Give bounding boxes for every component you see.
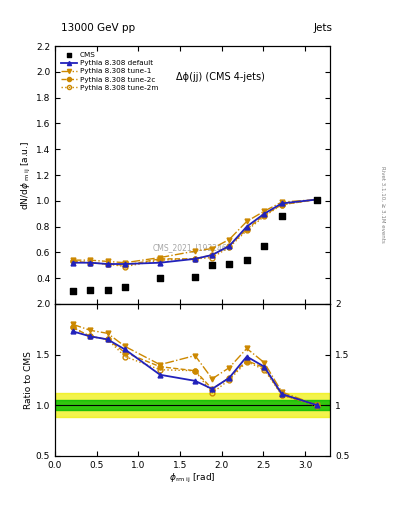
CMS — [314, 196, 320, 204]
Pythia 8.308 default — [279, 200, 284, 206]
Pythia 8.308 tune-2m — [244, 227, 249, 233]
Pythia 8.308 tune-2c — [70, 259, 75, 265]
Pythia 8.308 tune-1 — [105, 259, 110, 265]
Pythia 8.308 tune-2m — [70, 259, 75, 265]
Pythia 8.308 tune-1 — [244, 219, 249, 225]
X-axis label: $\phi$$_{\rm rm\ ij}$ [rad]: $\phi$$_{\rm rm\ ij}$ [rad] — [169, 472, 216, 485]
Pythia 8.308 tune-2c — [279, 202, 284, 208]
Pythia 8.308 tune-2m — [158, 257, 162, 263]
Pythia 8.308 tune-2c — [193, 256, 197, 262]
Pythia 8.308 tune-1 — [314, 197, 319, 203]
Text: Rivet 3.1.10, ≥ 3.1M events: Rivet 3.1.10, ≥ 3.1M events — [381, 166, 386, 243]
Y-axis label: Ratio to CMS: Ratio to CMS — [24, 351, 33, 409]
Line: Pythia 8.308 tune-2c: Pythia 8.308 tune-2c — [70, 197, 319, 268]
CMS — [279, 212, 285, 220]
CMS — [87, 286, 93, 294]
Text: Δϕ(jj) (CMS 4-jets): Δϕ(jj) (CMS 4-jets) — [176, 72, 264, 82]
Pythia 8.308 tune-2c — [262, 212, 266, 218]
Pythia 8.308 tune-1 — [279, 199, 284, 205]
Text: 13000 GeV pp: 13000 GeV pp — [61, 23, 135, 33]
Pythia 8.308 default — [105, 261, 110, 267]
Pythia 8.308 default — [227, 243, 231, 249]
Pythia 8.308 tune-2m — [105, 261, 110, 267]
Pythia 8.308 tune-1 — [123, 260, 127, 266]
Line: Pythia 8.308 tune-2m: Pythia 8.308 tune-2m — [70, 197, 319, 269]
Pythia 8.308 tune-1 — [210, 245, 215, 251]
CMS — [192, 273, 198, 281]
Pythia 8.308 tune-2c — [123, 262, 127, 268]
Pythia 8.308 tune-2m — [193, 256, 197, 262]
CMS — [261, 242, 267, 250]
Pythia 8.308 tune-2m — [210, 254, 215, 261]
Text: Jets: Jets — [313, 23, 332, 33]
Pythia 8.308 default — [158, 260, 162, 266]
Pythia 8.308 tune-2m — [262, 213, 266, 219]
Line: Pythia 8.308 default: Pythia 8.308 default — [70, 197, 319, 266]
Pythia 8.308 tune-2c — [88, 260, 92, 266]
Pythia 8.308 default — [210, 252, 215, 258]
CMS — [209, 261, 215, 269]
Pythia 8.308 tune-1 — [227, 237, 231, 243]
Pythia 8.308 tune-1 — [158, 254, 162, 261]
Pythia 8.308 tune-2m — [88, 260, 92, 266]
Pythia 8.308 tune-2m — [314, 197, 319, 203]
Legend: CMS, Pythia 8.308 default, Pythia 8.308 tune-1, Pythia 8.308 tune-2c, Pythia 8.3: CMS, Pythia 8.308 default, Pythia 8.308 … — [59, 50, 160, 93]
Line: Pythia 8.308 tune-1: Pythia 8.308 tune-1 — [70, 197, 319, 265]
CMS — [244, 256, 250, 264]
Pythia 8.308 default — [88, 260, 92, 266]
Pythia 8.308 tune-2m — [279, 202, 284, 208]
CMS — [226, 260, 232, 268]
CMS — [157, 274, 163, 282]
Text: CMS_2021_I1932460: CMS_2021_I1932460 — [153, 243, 232, 252]
Pythia 8.308 tune-2m — [227, 244, 231, 250]
Pythia 8.308 default — [123, 261, 127, 267]
Pythia 8.308 tune-1 — [70, 257, 75, 263]
Pythia 8.308 tune-2c — [158, 256, 162, 262]
Pythia 8.308 default — [262, 210, 266, 217]
CMS — [122, 283, 128, 291]
Pythia 8.308 tune-2c — [227, 243, 231, 249]
Pythia 8.308 tune-1 — [262, 208, 266, 214]
Y-axis label: dN/d$\phi$$_{\rm\ m\ ij}$ [a.u.]: dN/d$\phi$$_{\rm\ m\ ij}$ [a.u.] — [20, 140, 33, 209]
Pythia 8.308 tune-2c — [244, 226, 249, 232]
Pythia 8.308 default — [70, 260, 75, 266]
Pythia 8.308 default — [193, 256, 197, 262]
Pythia 8.308 tune-1 — [193, 248, 197, 254]
Pythia 8.308 tune-2c — [314, 197, 319, 203]
Pythia 8.308 tune-2c — [105, 261, 110, 267]
Pythia 8.308 tune-2m — [123, 264, 127, 270]
Pythia 8.308 tune-1 — [88, 257, 92, 263]
Pythia 8.308 tune-2c — [210, 252, 215, 258]
Pythia 8.308 default — [244, 224, 249, 230]
CMS — [105, 286, 111, 294]
Pythia 8.308 default — [314, 197, 319, 203]
CMS — [70, 287, 76, 295]
